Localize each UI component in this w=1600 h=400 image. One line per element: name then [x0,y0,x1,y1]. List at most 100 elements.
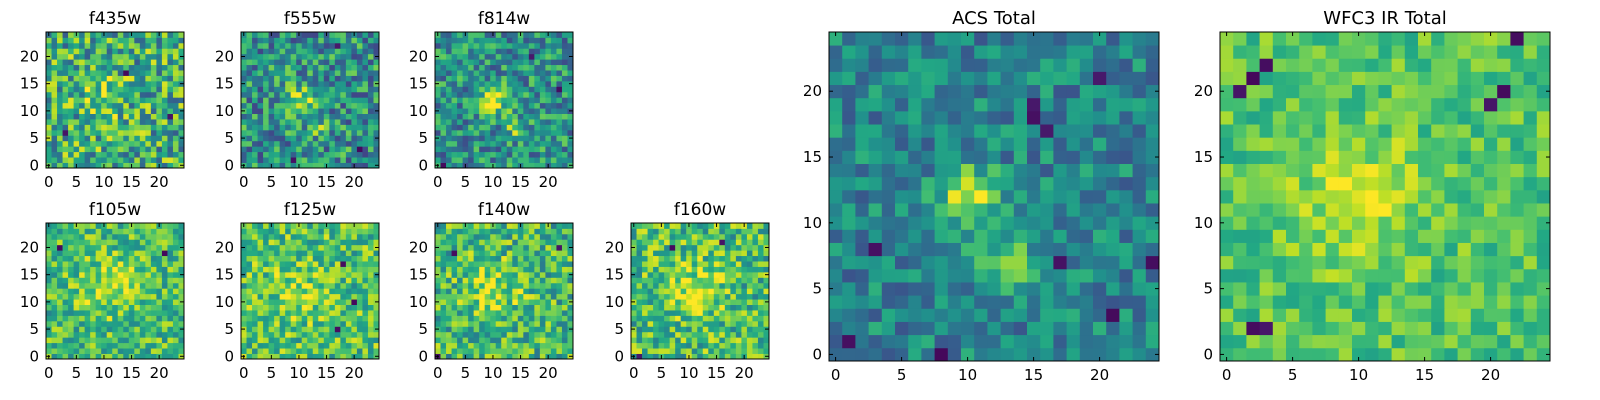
y-tick-label: 5 [1203,280,1213,298]
x-tick-label: 0 [831,366,841,384]
x-tick-label: 5 [461,173,471,191]
x-tick-label: 20 [539,364,558,382]
y-tick-label: 5 [224,129,234,147]
y-tick-label: 15 [1194,148,1213,166]
y-tick-label: 20 [803,82,822,100]
y-tick-label: 10 [215,102,234,120]
y-tick-label: 15 [409,75,428,93]
axes-frame [630,222,770,360]
y-tick-label: 10 [605,293,624,311]
y-tick-label: 5 [812,280,822,298]
x-tick-label: 20 [1090,366,1109,384]
x-tick-label: 0 [1222,366,1232,384]
x-tick-label: 5 [267,173,277,191]
y-tick-label: 10 [1194,214,1213,232]
panel-title: f160w [674,200,726,220]
x-tick-label: 0 [44,364,54,382]
x-tick-label: 15 [317,173,336,191]
y-tick-label: 0 [418,156,428,174]
x-tick-label: 5 [657,364,667,382]
x-tick-label: 0 [44,173,54,191]
y-tick-label: 0 [224,156,234,174]
panel-title: f105w [89,200,141,220]
x-tick-label: 0 [433,173,443,191]
panel-7: ACS Total 0 5 10 15 20 0 5 10 15 20 [803,8,1160,384]
y-tick-label: 15 [215,266,234,284]
y-tick-label: 10 [20,293,39,311]
y-tick-label: 10 [409,102,428,120]
x-tick-label: 5 [72,364,82,382]
axes-frame [45,31,185,169]
x-tick-label: 5 [72,173,82,191]
panel-title: f555w [284,9,336,29]
axes-frame [434,31,574,169]
x-tick-label: 15 [1024,366,1043,384]
axes-frame [1219,31,1551,362]
panel-title: f435w [89,9,141,29]
x-tick-label: 10 [483,173,502,191]
x-tick-label: 15 [511,364,530,382]
y-tick-label: 0 [1203,345,1213,363]
y-tick-label: 20 [215,47,234,65]
y-tick-label: 20 [20,238,39,256]
y-tick-label: 15 [409,266,428,284]
x-tick-label: 15 [122,173,141,191]
y-tick-label: 10 [409,293,428,311]
y-tick-label: 20 [409,238,428,256]
x-tick-label: 15 [707,364,726,382]
panel-title: f140w [478,200,530,220]
x-tick-label: 10 [483,364,502,382]
y-tick-label: 15 [20,75,39,93]
x-tick-label: 10 [289,173,308,191]
x-tick-label: 5 [267,364,277,382]
y-tick-label: 20 [1194,82,1213,100]
x-tick-label: 20 [539,173,558,191]
y-tick-label: 0 [614,347,624,365]
x-tick-label: 20 [345,364,364,382]
y-tick-label: 0 [812,345,822,363]
x-tick-label: 10 [1349,366,1368,384]
x-tick-label: 0 [239,364,249,382]
y-tick-label: 10 [20,102,39,120]
y-tick-label: 20 [215,238,234,256]
x-tick-label: 10 [94,173,113,191]
x-tick-label: 15 [122,364,141,382]
axes-frame [434,222,574,360]
panel-title: ACS Total [952,8,1036,29]
y-tick-label: 0 [29,156,39,174]
x-tick-label: 15 [317,364,336,382]
x-tick-label: 5 [897,366,907,384]
y-tick-label: 10 [215,293,234,311]
y-tick-label: 20 [605,238,624,256]
y-tick-label: 20 [409,47,428,65]
y-tick-label: 0 [29,347,39,365]
y-tick-label: 5 [29,320,39,338]
y-tick-label: 15 [215,75,234,93]
y-tick-label: 5 [418,129,428,147]
axes-frame [828,31,1160,362]
x-tick-label: 10 [289,364,308,382]
y-tick-label: 0 [418,347,428,365]
x-tick-label: 5 [461,364,471,382]
y-tick-label: 5 [224,320,234,338]
y-tick-label: 5 [614,320,624,338]
x-tick-label: 0 [433,364,443,382]
y-tick-label: 10 [803,214,822,232]
x-tick-label: 15 [1415,366,1434,384]
x-tick-label: 0 [239,173,249,191]
y-tick-label: 15 [20,266,39,284]
axes-frame [240,31,380,169]
x-tick-label: 10 [679,364,698,382]
y-tick-label: 15 [803,148,822,166]
y-tick-label: 0 [224,347,234,365]
axes-frame [45,222,185,360]
x-tick-label: 5 [1288,366,1298,384]
panel-8: WFC3 IR Total 0 5 10 15 20 0 5 10 15 20 [1194,8,1551,384]
x-tick-label: 20 [1481,366,1500,384]
y-tick-label: 5 [418,320,428,338]
